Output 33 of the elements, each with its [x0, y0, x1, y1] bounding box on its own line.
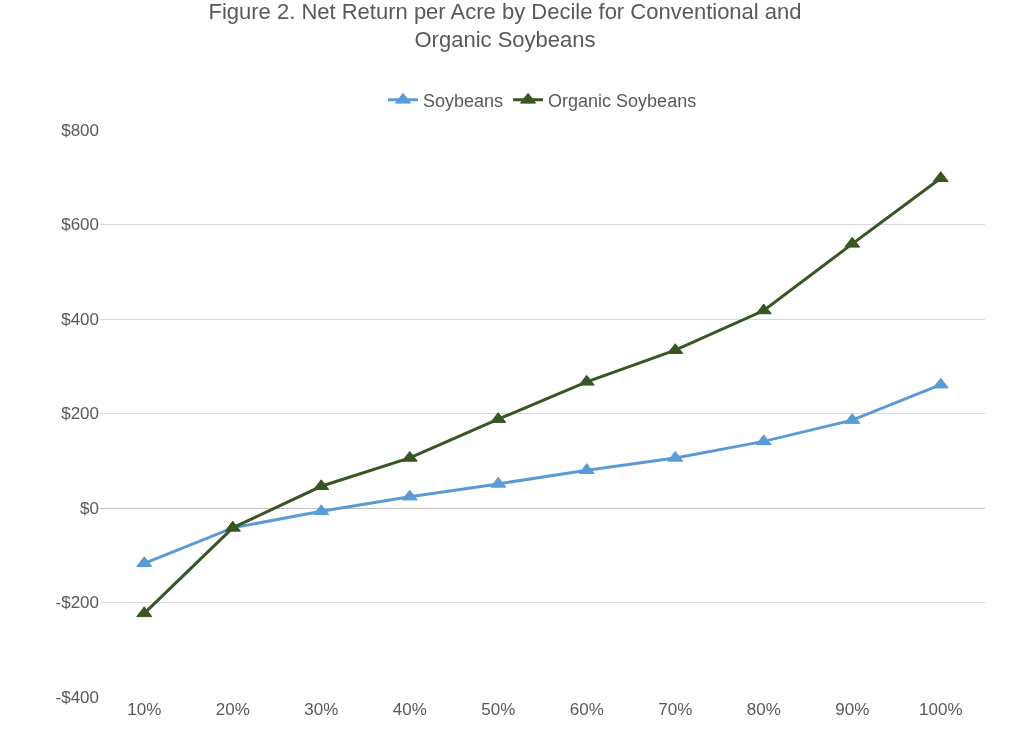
- point: [755, 434, 772, 446]
- y-tick-label: -$200: [55, 593, 99, 613]
- point: [578, 374, 595, 386]
- x-tick-label: 30%: [304, 700, 339, 719]
- x-tick-label: 50%: [481, 700, 516, 719]
- point: [932, 377, 949, 389]
- point: [136, 556, 153, 568]
- y-tick-label: -$400: [55, 687, 99, 707]
- y-tick-label: $800: [61, 120, 99, 140]
- x-tick-label: 60%: [569, 700, 604, 719]
- x-tick-label: 10%: [127, 700, 162, 719]
- y-tick-label: $200: [61, 404, 99, 424]
- point: [667, 450, 684, 462]
- point: [490, 476, 507, 488]
- y-tick-label: $600: [61, 215, 99, 235]
- y-tick-label: $0: [80, 498, 99, 518]
- point: [844, 236, 861, 248]
- x-tick-label: 70%: [658, 700, 693, 719]
- x-tick-label: 90%: [835, 700, 870, 719]
- point: [136, 606, 153, 618]
- point: [313, 504, 330, 516]
- x-tick-label: 80%: [746, 700, 781, 719]
- y-tick-label: $400: [61, 309, 99, 329]
- point: [313, 479, 330, 491]
- chart-title: Figure 2. Net Return per Acre by Decile for Conventional and Organic Soybeans: [208, 0, 802, 53]
- point: [401, 489, 418, 501]
- point: [755, 303, 772, 315]
- x-tick-label: 40%: [392, 700, 427, 719]
- x-tick-label: 100%: [919, 700, 963, 719]
- x-tick-label: 20%: [215, 700, 250, 719]
- legend-label: Organic Soybeans: [548, 90, 697, 111]
- legend-label: Soybeans: [423, 90, 504, 111]
- point: [401, 450, 418, 462]
